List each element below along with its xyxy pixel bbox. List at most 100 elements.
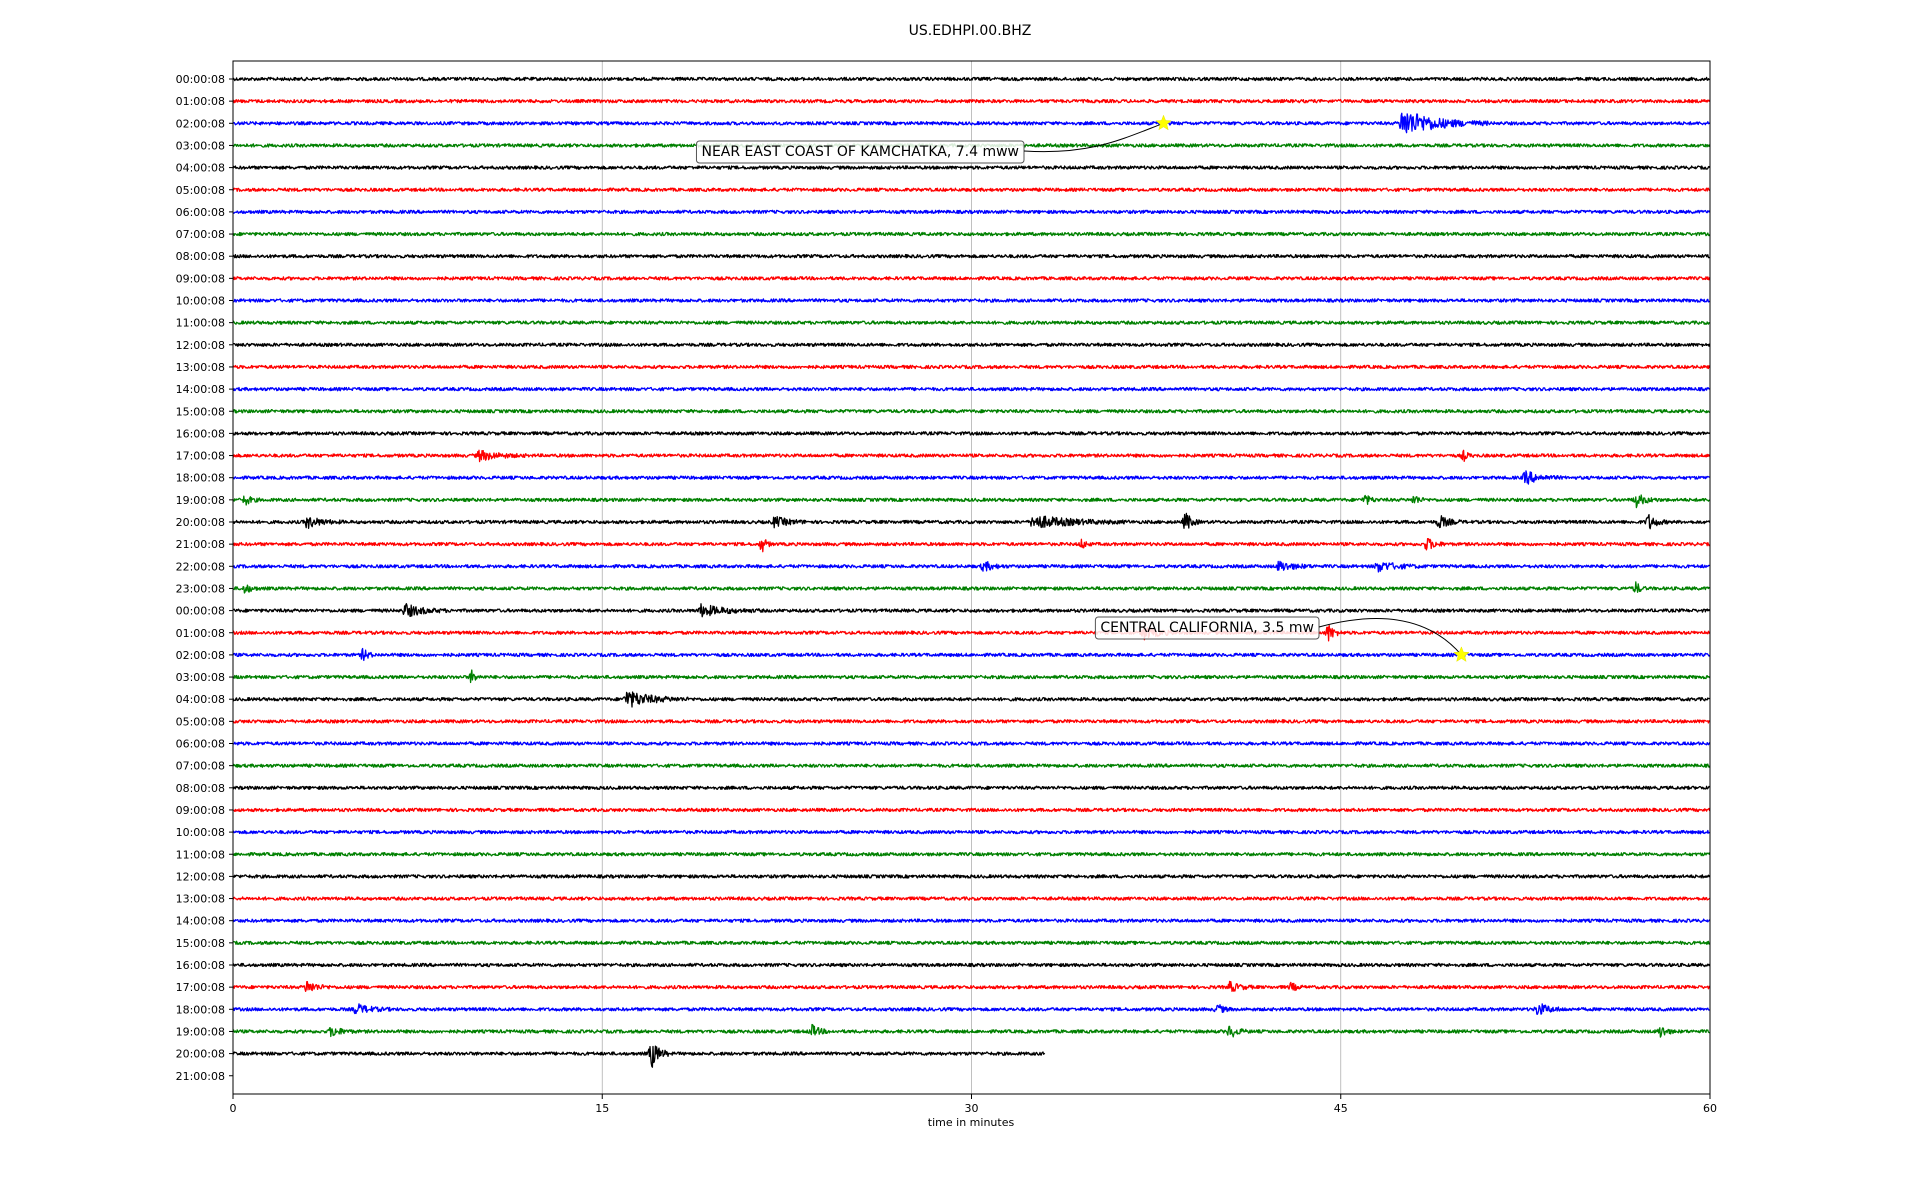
row-time-label: 18:00:08 xyxy=(176,1003,225,1016)
row-time-label: 07:00:08 xyxy=(176,228,225,241)
row-time-label: 01:00:08 xyxy=(176,95,225,108)
row-time-label: 16:00:08 xyxy=(176,427,225,440)
row-time-label: 01:00:08 xyxy=(176,627,225,640)
seismogram-trace xyxy=(232,342,1711,348)
event-star-marker xyxy=(1453,646,1470,662)
seismogram-trace xyxy=(232,785,1711,791)
event-annotations: NEAR EAST COAST OF KAMCHATKA, 7.4 mww CEN… xyxy=(695,114,1470,662)
row-time-label: 20:00:08 xyxy=(176,1048,225,1061)
seismogram-trace xyxy=(232,691,1710,708)
event-label: CENTRAL CALIFORNIA, 3.5 mw xyxy=(1100,620,1314,636)
seismogram-trace xyxy=(232,980,1711,993)
seismogram-trace xyxy=(232,741,1711,746)
seismogram-trace xyxy=(232,112,1711,134)
seismogram-trace xyxy=(232,829,1711,835)
row-time-label: 02:00:08 xyxy=(176,649,225,662)
seismogram-trace xyxy=(232,494,1711,509)
row-time-label: 14:00:08 xyxy=(176,915,225,928)
row-time-label: 12:00:08 xyxy=(176,870,225,883)
seismogram-trace xyxy=(232,1003,1710,1015)
row-time-label: 09:00:08 xyxy=(176,804,225,817)
row-time-label: 03:00:08 xyxy=(176,139,225,152)
seismogram-trace xyxy=(232,187,1711,192)
row-time-label: 19:00:08 xyxy=(176,1025,225,1038)
row-time-label: 05:00:08 xyxy=(176,184,225,197)
seismogram-trace xyxy=(232,669,1711,684)
row-time-label: 10:00:08 xyxy=(176,826,225,839)
row-time-label: 17:00:08 xyxy=(176,450,225,463)
event-label-box xyxy=(1094,616,1320,640)
row-time-label: 15:00:08 xyxy=(176,937,225,950)
seismogram-trace xyxy=(232,624,1711,642)
seismogram-trace xyxy=(232,560,1710,573)
row-time-label: 05:00:08 xyxy=(176,715,225,728)
seismogram-trace xyxy=(232,896,1711,901)
x-tick-label: 45 xyxy=(1334,1102,1348,1115)
row-time-labels: 00:00:08 01:00:08 02:00:08 03:00:08 04:00:08… xyxy=(176,73,233,1083)
row-time-label: 04:00:08 xyxy=(176,693,225,706)
chart-title: US.EDHPI.00.BHZ xyxy=(909,23,1032,39)
row-time-label: 21:00:08 xyxy=(176,538,225,551)
row-time-label: 22:00:08 xyxy=(176,560,225,573)
seismogram-traces xyxy=(232,76,1711,1068)
row-time-label: 12:00:08 xyxy=(176,339,225,352)
row-time-label: 17:00:08 xyxy=(176,981,225,994)
row-time-label: 02:00:08 xyxy=(176,117,225,130)
seismogram-trace xyxy=(232,276,1711,281)
seismogram-trace xyxy=(232,962,1711,968)
seismogram-trace xyxy=(232,918,1711,923)
seismogram-trace xyxy=(232,537,1711,553)
seismogram-trace xyxy=(232,1023,1710,1038)
row-time-label: 16:00:08 xyxy=(176,959,225,972)
seismogram-trace xyxy=(232,209,1711,215)
row-time-label: 23:00:08 xyxy=(176,582,225,595)
seismogram-trace xyxy=(232,364,1711,370)
row-time-label: 18:00:08 xyxy=(176,472,225,485)
row-time-label: 00:00:08 xyxy=(176,605,225,618)
event-arrow xyxy=(1023,122,1164,153)
seismogram-trace xyxy=(232,253,1710,259)
seismogram-trace xyxy=(232,1045,1046,1068)
row-time-label: 11:00:08 xyxy=(176,317,225,330)
seismogram-trace xyxy=(232,512,1711,530)
row-time-label: 06:00:08 xyxy=(176,206,225,219)
row-time-label: 00:00:08 xyxy=(176,73,225,86)
event-annotation: CENTRAL CALIFORNIA, 3.5 mw xyxy=(1094,616,1470,662)
row-time-label: 10:00:08 xyxy=(176,295,225,308)
x-axis-ticks: 0 15 30 45 60 xyxy=(230,1094,1717,1115)
event-annotation: NEAR EAST COAST OF KAMCHATKA, 7.4 mww xyxy=(695,114,1172,164)
seismogram-trace xyxy=(232,409,1710,414)
seismogram-trace xyxy=(232,431,1711,436)
grid-lines xyxy=(601,61,1342,1094)
row-time-label: 04:00:08 xyxy=(176,162,225,175)
x-tick-label: 30 xyxy=(965,1102,979,1115)
row-time-label: 19:00:08 xyxy=(176,494,225,507)
seismogram-trace xyxy=(232,98,1711,104)
x-tick-label: 60 xyxy=(1703,1102,1717,1115)
row-time-label: 06:00:08 xyxy=(176,738,225,751)
row-time-label: 11:00:08 xyxy=(176,848,225,861)
seismogram-trace xyxy=(232,320,1711,325)
event-star-marker xyxy=(1155,114,1172,131)
seismogram-trace xyxy=(232,852,1711,857)
x-axis-label: time in minutes xyxy=(928,1116,1015,1129)
row-time-label: 08:00:08 xyxy=(176,250,225,263)
seismogram-trace xyxy=(232,470,1710,485)
row-time-label: 15:00:08 xyxy=(176,405,225,418)
event-label: NEAR EAST COAST OF KAMCHATKA, 7.4 mww xyxy=(701,144,1019,160)
row-time-label: 14:00:08 xyxy=(176,383,225,396)
row-time-label: 07:00:08 xyxy=(176,760,225,773)
event-arrow xyxy=(1318,618,1462,656)
seismogram-trace xyxy=(232,165,1711,170)
seismogram-trace xyxy=(232,940,1710,946)
row-time-label: 13:00:08 xyxy=(176,893,225,906)
seismogram-trace xyxy=(232,874,1711,879)
seismogram-trace xyxy=(232,76,1710,82)
row-time-label: 09:00:08 xyxy=(176,272,225,285)
seismogram-trace xyxy=(232,581,1711,594)
row-time-label: 20:00:08 xyxy=(176,516,225,529)
seismogram-trace xyxy=(232,763,1711,768)
row-time-label: 08:00:08 xyxy=(176,782,225,795)
row-time-label: 13:00:08 xyxy=(176,361,225,374)
